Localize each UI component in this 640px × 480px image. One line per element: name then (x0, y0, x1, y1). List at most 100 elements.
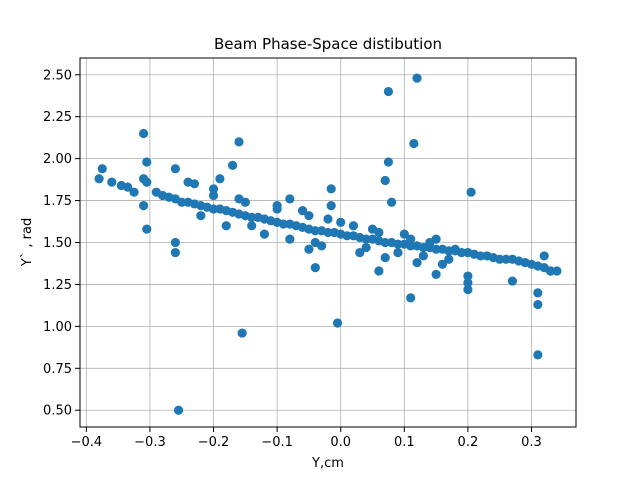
data-point (170, 247, 180, 258)
data-point (361, 242, 371, 253)
data-point (142, 177, 152, 187)
data-point (406, 241, 416, 251)
data-point (310, 237, 320, 248)
y-tick-label: 2.25 (43, 110, 72, 125)
data-point (326, 184, 336, 194)
data-point (383, 86, 394, 97)
data-point (304, 211, 314, 221)
chart-title: Beam Phase-Space distibution (214, 35, 442, 53)
x-tick-label: 0.2 (458, 435, 479, 450)
data-point (297, 206, 308, 216)
data-point (383, 157, 394, 167)
data-point (374, 227, 384, 238)
data-point (107, 177, 117, 187)
data-point (272, 201, 282, 211)
data-point (342, 231, 352, 241)
data-point (237, 328, 247, 338)
y-tick-label: 2.00 (43, 152, 72, 167)
data-point (533, 299, 543, 310)
y-axis-label: Y` , rad (20, 218, 35, 267)
data-point (173, 405, 184, 415)
data-points (94, 73, 562, 415)
data-point (208, 190, 219, 201)
data-point (123, 182, 133, 192)
y-axis-ticks: 0.50 0.75 1.00 1.25 1.50 1.75 2.00 2.25 2.50 (43, 68, 80, 419)
data-point (406, 293, 416, 303)
data-point (285, 194, 295, 204)
data-point (355, 247, 365, 258)
x-tick-label: −0.1 (261, 435, 293, 450)
data-point (393, 247, 403, 258)
data-point (463, 271, 473, 281)
data-point (552, 266, 562, 276)
data-point (450, 244, 460, 254)
data-point (323, 214, 333, 224)
data-point (466, 187, 476, 197)
data-point (380, 237, 390, 248)
y-tick-label: 1.25 (43, 278, 72, 293)
data-point (97, 164, 107, 174)
data-point (215, 174, 225, 184)
data-point (431, 244, 441, 254)
data-point (170, 164, 180, 174)
data-point (533, 288, 543, 298)
data-point (418, 251, 428, 261)
data-point (170, 237, 180, 248)
data-point (406, 234, 416, 244)
data-point (444, 254, 454, 264)
data-point (247, 212, 257, 222)
data-point (431, 269, 441, 279)
data-point (259, 229, 270, 239)
data-point (463, 284, 473, 295)
data-point (221, 221, 231, 231)
data-point (507, 276, 518, 286)
data-point (129, 187, 139, 197)
data-point (285, 234, 295, 244)
data-point (348, 221, 359, 231)
data-point (539, 251, 549, 261)
data-point (418, 242, 428, 253)
data-point (476, 251, 486, 261)
data-point (533, 350, 543, 360)
data-point (425, 237, 435, 248)
data-point (393, 239, 403, 249)
data-point (361, 234, 371, 244)
data-point (501, 254, 511, 264)
y-tick-label: 1.00 (43, 320, 72, 335)
data-point (412, 73, 422, 83)
data-point (409, 138, 419, 149)
x-axis-label: Y,cm (311, 456, 344, 471)
data-point (234, 194, 244, 204)
data-point (380, 252, 390, 263)
y-tick-label: 0.50 (43, 404, 72, 419)
x-tick-label: −0.4 (71, 435, 103, 450)
data-point (138, 201, 149, 211)
x-tick-label: 0.1 (394, 435, 415, 450)
data-point (326, 201, 336, 211)
x-tick-label: −0.2 (198, 435, 230, 450)
data-point (247, 221, 257, 231)
data-point (138, 128, 149, 139)
data-point (374, 266, 384, 276)
data-point (94, 174, 104, 184)
data-point (142, 157, 152, 167)
data-point (142, 224, 152, 234)
data-point (412, 258, 422, 268)
data-point (278, 219, 289, 229)
x-tick-label: −0.3 (134, 435, 166, 450)
data-point (399, 229, 409, 239)
data-point (545, 266, 556, 276)
data-point (304, 244, 314, 254)
data-point (189, 179, 200, 189)
x-tick-label: 0.0 (330, 435, 351, 450)
data-point (323, 227, 333, 238)
y-tick-label: 0.75 (43, 362, 72, 377)
data-point (310, 263, 320, 273)
data-point (196, 211, 206, 221)
x-axis-ticks: −0.4 −0.3 −0.2 −0.1 0.0 0.1 0.2 0.3 (71, 427, 542, 450)
y-tick-label: 1.75 (43, 194, 72, 209)
data-point (208, 184, 219, 194)
data-point (228, 160, 238, 170)
